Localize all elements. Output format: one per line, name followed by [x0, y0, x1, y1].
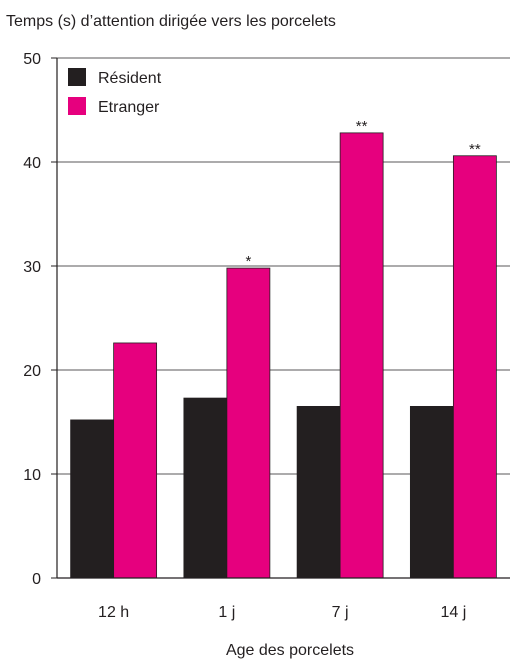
legend: Résident Etranger	[68, 68, 162, 116]
legend-swatch	[68, 68, 86, 86]
x-axis-label: Age des porcelets	[226, 642, 354, 659]
y-tick-label: 30	[23, 259, 41, 276]
significance-mark: **	[469, 141, 481, 158]
bar-etranger	[226, 267, 271, 579]
bar-resident	[296, 405, 341, 579]
significance-mark: **	[356, 118, 368, 135]
bar-resident	[409, 405, 454, 579]
bars	[70, 132, 497, 579]
bar-resident	[70, 419, 115, 579]
y-tick-label: 0	[32, 571, 41, 588]
legend-label: Résident	[98, 70, 162, 87]
x-tick-label: 12 h	[98, 604, 129, 621]
y-tick-labels: 0 10 20 30 40 50	[23, 51, 57, 588]
y-tick-label: 40	[23, 155, 41, 172]
y-tick-label: 10	[23, 467, 41, 484]
bar-etranger	[339, 132, 384, 579]
significance-annotations: *****	[245, 118, 480, 270]
y-tick-label: 50	[23, 51, 41, 68]
legend-label: Etranger	[98, 99, 160, 116]
x-tick-label: 14 j	[440, 604, 466, 621]
axes	[56, 58, 510, 579]
bar-etranger	[452, 155, 497, 579]
y-axis-label: Temps (s) d’attention dirigée vers les p…	[6, 13, 336, 30]
x-tick-labels: 12 h 1 j 7 j 14 j	[98, 604, 466, 621]
y-tick-label: 20	[23, 363, 41, 380]
bar-etranger	[113, 342, 158, 579]
legend-swatch	[68, 97, 86, 115]
x-tick-label: 1 j	[218, 604, 235, 621]
x-tick-label: 7 j	[332, 604, 349, 621]
significance-mark: *	[245, 253, 251, 270]
bar-resident	[183, 397, 228, 579]
